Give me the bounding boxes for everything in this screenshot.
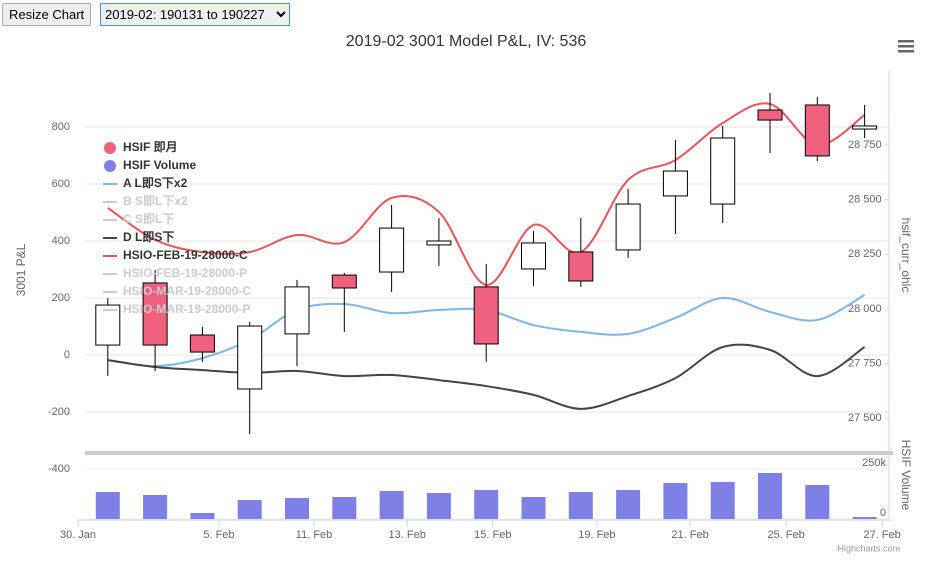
x-tick-label: 13. Feb [389,529,426,541]
credits: Highcharts.com [837,543,900,553]
line-series [107,343,866,410]
candle-body [142,282,168,346]
menu-bar [898,45,914,48]
volume-bar [285,498,310,519]
volume-bar [332,497,357,519]
volume-bar [663,483,688,519]
legend-item[interactable]: HSIF Volume [104,158,196,172]
legend-label: HSIO-MAR-19-28000-C [123,284,251,298]
candle-body [237,325,263,390]
volume-bar [852,517,877,519]
y-axis-title: 3001 P&L [14,243,28,296]
x-tick-label: 25. Feb [767,529,804,541]
volume-bar [379,491,404,519]
legend-label: HSIO-MAR-19-28000-P [123,302,250,316]
legend-marker [104,142,116,154]
volume-bar [710,482,735,519]
pane-separator [85,451,893,455]
legend-item[interactable]: HSIF 即月 [104,140,178,154]
x-tick-label: 21. Feb [671,529,708,541]
legend-label: D L即S下 [123,230,174,244]
y-tick-label: 0 [64,349,70,361]
legend-label: HSIO-FEB-19-28000-C [123,248,248,262]
legend-marker [104,160,116,172]
volume-bar [758,473,783,519]
candle-body [710,137,736,205]
legend-label: HSIO-FEB-19-28000-P [123,266,247,280]
legend-item[interactable]: HSIO-FEB-19-28000-P [103,266,247,280]
menu-button[interactable] [898,40,914,53]
legend-label: C S即L下 [123,212,174,226]
y2-tick-label: 27 500 [848,412,882,424]
volume-bar [568,492,593,519]
legend-item[interactable]: C S即L下 [103,212,174,226]
chart-title: 2019-02 3001 Model P&L, IV: 536 [346,33,587,50]
candle-body [615,203,641,251]
candle-body [331,274,357,289]
y2-tick-label: 28 000 [848,303,882,315]
candle-body [757,109,783,121]
volume-bar [805,485,830,519]
volume-bar [616,490,641,519]
legend-label: B S即L下x2 [123,194,188,208]
candle-body [379,227,405,273]
volume-bar [426,493,451,519]
legend-label: A L即S下x2 [123,176,188,190]
legend-label: HSIF Volume [123,158,196,172]
volume-bar [237,500,262,519]
candle-body [473,286,499,345]
period-select[interactable]: 2019-02: 190131 to 190227 [100,3,290,26]
menu-bar [898,50,914,53]
volume-bar [521,497,546,519]
legend-item[interactable]: HSIO-MAR-19-28000-C [103,284,251,298]
y2-tick-label: 28 750 [848,139,882,151]
legend-item[interactable]: HSIO-MAR-19-28000-P [103,302,250,316]
candle-body [521,242,547,270]
y3-tick-label: 250k [862,457,886,469]
candle-body [852,125,878,130]
legend-item[interactable]: HSIO-FEB-19-28000-C [103,248,248,262]
x-tick-label: 11. Feb [296,529,333,541]
line-series [107,102,866,286]
y2-tick-label: 28 500 [848,194,882,206]
candle-body [284,286,310,335]
x-tick-label: 15. Feb [474,529,511,541]
legend-item[interactable]: B S即L下x2 [103,194,188,208]
candle-body [189,334,215,353]
y-tick-label: 200 [52,292,70,304]
resize-button[interactable]: Resize Chart [2,3,92,26]
candle-body [804,104,830,157]
volume-bar [95,492,120,519]
y3-tick-label: 0 [880,507,886,519]
volume-bar [474,490,499,519]
y2-tick-label: 27 750 [848,358,882,370]
x-tick-label: 30. Jan [60,529,96,541]
legend-item[interactable]: A L即S下x2 [103,176,188,190]
y2-tick-label: 28 250 [848,248,882,260]
candle-body [426,240,452,246]
x-tick-label: 5. Feb [203,529,234,541]
volume-bar [190,513,215,519]
x-tick-label: 27. Feb [863,529,900,541]
y-tick-label: 800 [52,121,70,133]
legend-label: HSIF 即月 [123,140,178,154]
y-tick-label: -400 [48,463,70,475]
y-tick-label: -200 [48,406,70,418]
menu-bar [898,40,914,43]
x-tick-label: 19. Feb [578,529,615,541]
volume-bar [143,495,168,519]
candle-body [662,170,688,197]
candle-body [568,251,594,282]
y2-axis-title: hsif_curr_ohlc [899,218,913,293]
y-tick-label: 600 [52,178,70,190]
y3-axis-title: HSIF Volume [899,440,913,511]
legend-item[interactable]: D L即S下 [103,230,174,244]
y-tick-label: 400 [52,235,70,247]
candle-body [95,304,121,346]
